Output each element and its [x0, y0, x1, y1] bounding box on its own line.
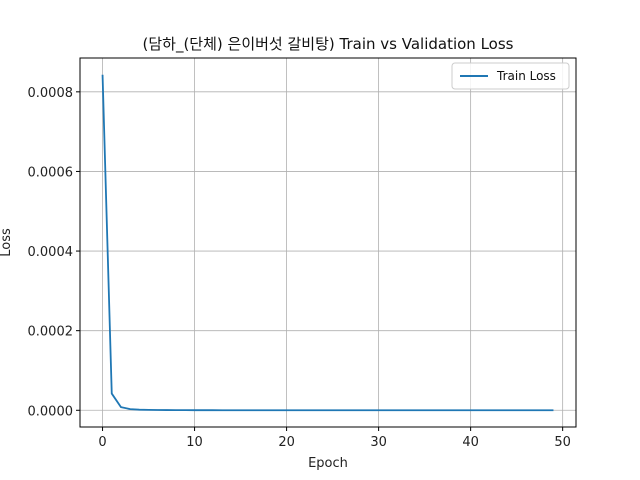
series-line-train-loss: [101, 74, 554, 412]
legend: Train Loss: [451, 62, 570, 90]
chart-title: (담하_(단체) 은이버섯 갈비탕) Train vs Validation L…: [143, 35, 514, 54]
plot-frame: [79, 57, 577, 428]
x-tick-label: 20: [278, 435, 295, 450]
y-tick-label: 0.0006: [28, 165, 74, 180]
y-tick-label: 0.0002: [28, 325, 74, 340]
x-tick-label: 0: [98, 435, 106, 450]
x-tick-label: 10: [186, 435, 203, 450]
series-layer: [101, 74, 554, 412]
y-tick-label: 0.0008: [28, 86, 74, 101]
y-tick-label: 0.0000: [28, 404, 74, 419]
legend-box: [451, 62, 570, 90]
ticks: 0 10 20 30 40 50 0.0000 0.0002 0.0004 0.0006 0.000…: [28, 86, 571, 450]
grid: [80, 58, 576, 427]
y-tick-label: 0.0004: [28, 245, 74, 260]
x-tick-label: 40: [462, 435, 479, 450]
legend-label-train-loss: Train Loss: [496, 69, 556, 83]
x-tick-label: 50: [554, 435, 571, 450]
y-axis-label: Loss: [0, 228, 14, 257]
x-tick-label: 30: [370, 435, 387, 450]
x-axis-label: Epoch: [308, 456, 348, 471]
